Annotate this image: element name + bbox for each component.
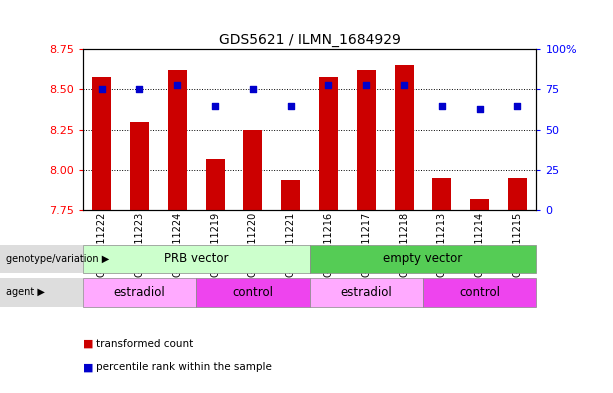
Point bbox=[210, 102, 220, 108]
Point bbox=[248, 86, 257, 92]
Bar bbox=[508, 178, 527, 210]
Point bbox=[512, 102, 522, 108]
Text: percentile rank within the sample: percentile rank within the sample bbox=[96, 362, 272, 373]
Bar bbox=[243, 130, 262, 210]
Bar bbox=[470, 199, 489, 210]
Text: PRB vector: PRB vector bbox=[164, 252, 229, 266]
Text: estradiol: estradiol bbox=[340, 286, 392, 299]
Text: genotype/variation ▶: genotype/variation ▶ bbox=[6, 254, 109, 264]
Text: agent ▶: agent ▶ bbox=[6, 287, 45, 298]
Text: control: control bbox=[232, 286, 273, 299]
Bar bbox=[130, 121, 149, 210]
Text: empty vector: empty vector bbox=[383, 252, 463, 266]
Point bbox=[361, 81, 371, 88]
Point bbox=[134, 86, 145, 92]
Text: ■: ■ bbox=[83, 339, 93, 349]
Bar bbox=[432, 178, 451, 210]
Bar bbox=[205, 159, 224, 210]
Point bbox=[437, 102, 447, 108]
Bar bbox=[395, 65, 414, 210]
Point bbox=[97, 86, 107, 92]
Bar bbox=[357, 70, 376, 210]
Point bbox=[399, 81, 409, 88]
Text: control: control bbox=[459, 286, 500, 299]
Point bbox=[475, 106, 485, 112]
Bar bbox=[281, 180, 300, 210]
Text: ■: ■ bbox=[83, 362, 93, 373]
Point bbox=[324, 81, 333, 88]
Title: GDS5621 / ILMN_1684929: GDS5621 / ILMN_1684929 bbox=[219, 33, 400, 47]
Bar bbox=[319, 77, 338, 210]
Text: estradiol: estradiol bbox=[113, 286, 166, 299]
Point bbox=[172, 81, 182, 88]
Bar bbox=[168, 70, 187, 210]
Point bbox=[286, 102, 295, 108]
Text: transformed count: transformed count bbox=[96, 339, 194, 349]
Bar bbox=[92, 77, 111, 210]
